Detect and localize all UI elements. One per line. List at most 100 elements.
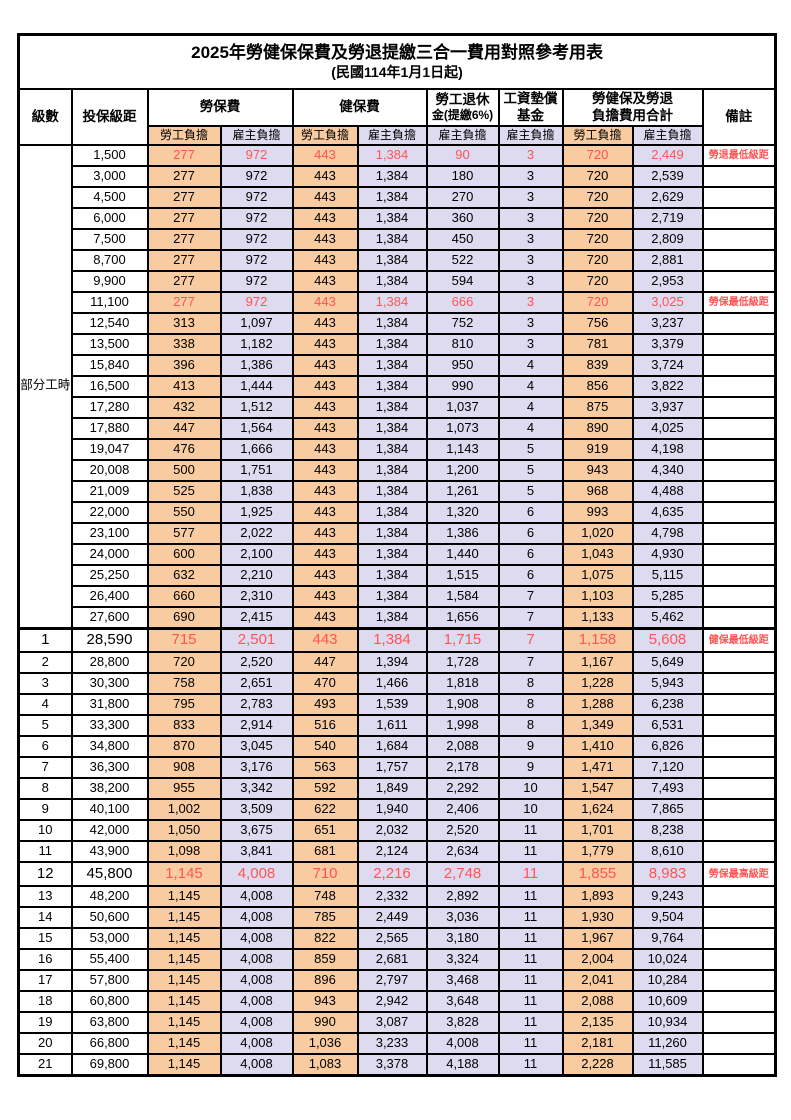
header-grade: 級數 (17, 88, 73, 146)
health-ins-employee-cell: 443 (291, 459, 359, 482)
health-ins-employer-cell: 1,384 (356, 459, 428, 482)
grade-cell: 20 (17, 1032, 73, 1055)
labor-ins-employer-cell: 2,501 (219, 626, 294, 653)
labor-ins-employer-cell: 2,520 (219, 651, 294, 674)
subheader-wage-fund-employer: 雇主負擔 (497, 125, 564, 146)
health-ins-employee-cell: 990 (291, 1011, 359, 1034)
bracket-cell: 43,900 (70, 840, 149, 863)
wage-fund-employer-cell: 6 (497, 543, 564, 566)
health-ins-employer-cell: 1,384 (356, 417, 428, 440)
remark-cell (701, 948, 777, 971)
labor-ins-employee-cell: 1,050 (146, 819, 222, 842)
health-ins-employer-cell: 1,384 (356, 396, 428, 419)
health-ins-employer-cell: 3,233 (356, 1032, 428, 1055)
health-ins-employer-cell: 1,384 (356, 270, 428, 293)
remark-cell (701, 501, 777, 524)
labor-ins-employer-cell: 1,838 (219, 480, 294, 503)
pension-employer-cell: 1,386 (425, 522, 500, 545)
remark-cell: 勞保最高級距 (701, 861, 777, 887)
total-employer-cell: 7,120 (631, 756, 704, 779)
labor-ins-employer-cell: 3,509 (219, 798, 294, 821)
labor-ins-employee-cell: 720 (146, 651, 222, 674)
labor-ins-employer-cell: 4,008 (219, 927, 294, 950)
wage-fund-employer-cell: 3 (497, 333, 564, 356)
total-employee-cell: 2,181 (561, 1032, 634, 1055)
pension-employer-cell: 180 (425, 165, 500, 188)
pension-employer-cell: 1,440 (425, 543, 500, 566)
health-ins-employer-cell: 2,332 (356, 885, 428, 908)
labor-ins-employee-cell: 1,002 (146, 798, 222, 821)
total-employee-cell: 2,228 (561, 1053, 634, 1076)
grade-cell: 12 (17, 861, 73, 887)
bracket-cell: 21,009 (70, 480, 149, 503)
table-row: 21,009 525 1,838 443 1,384 1,261 5 968 4,488 (19, 480, 777, 503)
total-employee-cell: 720 (561, 249, 634, 272)
remark-cell (701, 1053, 777, 1076)
grade-cell: 6 (17, 735, 73, 758)
total-employee-cell: 839 (561, 354, 634, 377)
table-row: 7,500 277 972 443 1,384 450 3 720 2,809 (19, 228, 777, 251)
labor-ins-employee-cell: 1,145 (146, 885, 222, 908)
wage-fund-employer-cell: 11 (497, 927, 564, 950)
table-row: 2 28,800 720 2,520 447 1,394 1,728 7 1,167 5,649 (17, 651, 777, 674)
wage-fund-employer-cell: 3 (497, 312, 564, 335)
wage-fund-employer-cell: 11 (497, 861, 564, 887)
grade-cell: 21 (17, 1053, 73, 1076)
labor-ins-employer-cell: 3,176 (219, 756, 294, 779)
labor-ins-employee-cell: 277 (146, 165, 222, 188)
labor-ins-employer-cell: 2,310 (219, 585, 294, 608)
labor-ins-employee-cell: 908 (146, 756, 222, 779)
labor-ins-employee-cell: 500 (146, 459, 222, 482)
total-employee-cell: 1,167 (561, 651, 634, 674)
pension-employer-cell: 1,037 (425, 396, 500, 419)
total-employee-cell: 1,779 (561, 840, 634, 863)
health-ins-employee-cell: 443 (291, 522, 359, 545)
labor-ins-employer-cell: 3,342 (219, 777, 294, 800)
labor-ins-employee-cell: 833 (146, 714, 222, 737)
header-health-insurance: 健保費 (291, 88, 428, 127)
health-ins-employer-cell: 1,384 (356, 501, 428, 524)
health-ins-employer-cell: 1,384 (356, 375, 428, 398)
bracket-cell: 16,500 (70, 375, 149, 398)
labor-ins-employee-cell: 795 (146, 693, 222, 716)
health-ins-employer-cell: 3,378 (356, 1053, 428, 1076)
wage-fund-employer-cell: 10 (497, 777, 564, 800)
remark-cell (701, 969, 777, 992)
labor-ins-employee-cell: 277 (146, 291, 222, 314)
health-ins-employer-cell: 2,565 (356, 927, 428, 950)
total-employer-cell: 5,649 (631, 651, 704, 674)
health-ins-employee-cell: 443 (291, 291, 359, 314)
wage-fund-employer-cell: 9 (497, 735, 564, 758)
health-ins-employee-cell: 443 (291, 438, 359, 461)
grade-cell-part-time: 部分工時 (17, 144, 73, 629)
header-wage-fund-line2: 基金 (517, 107, 544, 123)
grade-cell: 14 (17, 906, 73, 929)
table-row: 22,000 550 1,925 443 1,384 1,320 6 993 4,635 (19, 501, 777, 524)
header-pension: 勞工退休 金(提繳6%) (425, 88, 500, 127)
total-employer-cell: 6,826 (631, 735, 704, 758)
total-employer-cell: 5,608 (631, 626, 704, 653)
pension-employer-cell: 1,200 (425, 459, 500, 482)
health-ins-employee-cell: 516 (291, 714, 359, 737)
bracket-cell: 38,200 (70, 777, 149, 800)
pension-employer-cell: 1,584 (425, 585, 500, 608)
labor-ins-employer-cell: 2,100 (219, 543, 294, 566)
pension-employer-cell: 4,188 (425, 1053, 500, 1076)
bracket-cell: 4,500 (70, 186, 149, 209)
health-ins-employee-cell: 470 (291, 672, 359, 695)
total-employee-cell: 2,088 (561, 990, 634, 1013)
labor-ins-employer-cell: 1,097 (219, 312, 294, 335)
health-ins-employee-cell: 443 (291, 564, 359, 587)
health-ins-employer-cell: 1,384 (356, 207, 428, 230)
wage-fund-employer-cell: 11 (497, 1011, 564, 1034)
labor-ins-employee-cell: 277 (146, 186, 222, 209)
labor-ins-employee-cell: 715 (146, 626, 222, 653)
bracket-cell: 55,400 (70, 948, 149, 971)
remark-cell (701, 165, 777, 188)
bracket-cell: 42,000 (70, 819, 149, 842)
total-employee-cell: 1,701 (561, 819, 634, 842)
pension-employer-cell: 3,828 (425, 1011, 500, 1034)
table-row: 15,840 396 1,386 443 1,384 950 4 839 3,724 (19, 354, 777, 377)
health-ins-employer-cell: 1,849 (356, 777, 428, 800)
health-ins-employer-cell: 1,384 (356, 354, 428, 377)
